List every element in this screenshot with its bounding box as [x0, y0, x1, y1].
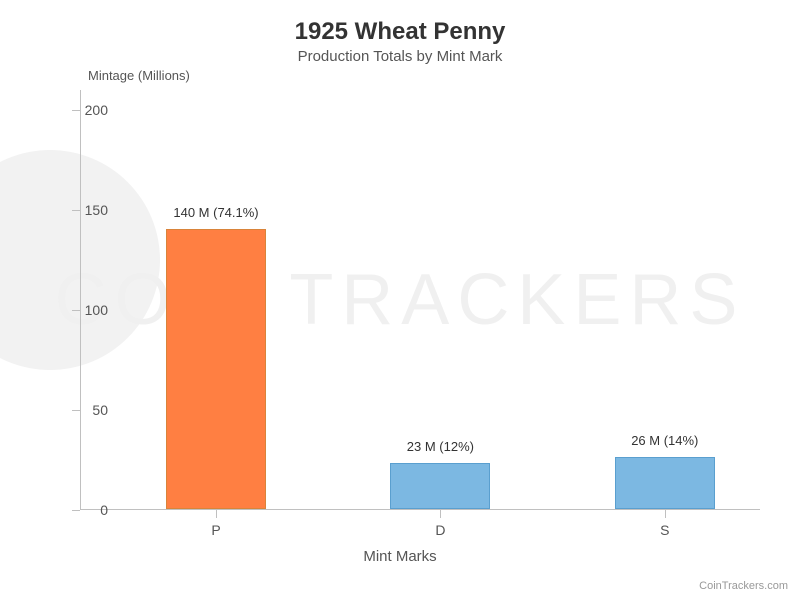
- chart-container: 1925 Wheat Penny Production Totals by Mi…: [0, 0, 800, 600]
- y-tick: [72, 410, 80, 411]
- x-axis-title: Mint Marks: [363, 548, 436, 565]
- x-axis-line: [80, 509, 760, 510]
- y-tick: [72, 210, 80, 211]
- plot-area: 140 M (74.1%) 23 M (12%) 26 M (14%): [80, 90, 760, 510]
- y-tick: [72, 510, 80, 511]
- bar-label-P: 140 M (74.1%): [173, 205, 258, 220]
- x-tick: [440, 510, 441, 518]
- bar-S: [615, 457, 715, 509]
- y-tick-label: 150: [85, 202, 108, 218]
- y-tick-label: 100: [85, 302, 108, 318]
- attribution-text: CoinTrackers.com: [699, 580, 788, 592]
- x-tick-label-D: D: [435, 522, 445, 538]
- chart-title: 1925 Wheat Penny: [0, 0, 800, 46]
- bar-P: [166, 229, 266, 509]
- bar-D: [390, 463, 490, 509]
- y-tick-label: 200: [85, 102, 108, 118]
- x-tick-label-P: P: [211, 522, 220, 538]
- y-tick: [72, 110, 80, 111]
- bar-label-S: 26 M (14%): [631, 433, 698, 448]
- y-tick: [72, 310, 80, 311]
- bar-label-D: 23 M (12%): [407, 439, 474, 454]
- y-axis-title: Mintage (Millions): [88, 68, 190, 83]
- y-axis-line: [80, 90, 81, 510]
- x-tick: [665, 510, 666, 518]
- x-tick-label-S: S: [660, 522, 669, 538]
- y-tick-label: 0: [100, 502, 108, 518]
- chart-subtitle: Production Totals by Mint Mark: [0, 48, 800, 65]
- x-tick: [216, 510, 217, 518]
- y-tick-label: 50: [92, 402, 108, 418]
